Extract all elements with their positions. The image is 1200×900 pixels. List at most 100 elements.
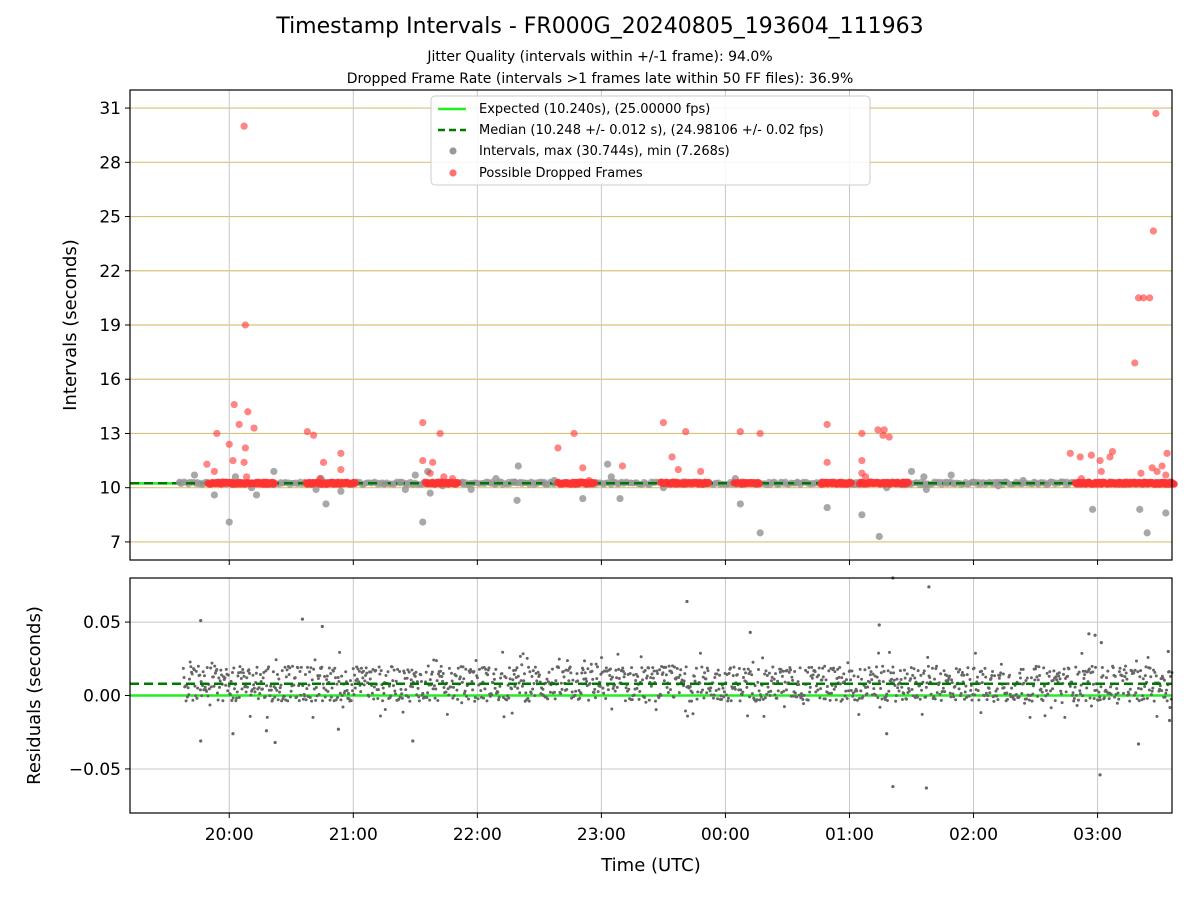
- dropped-frame-point: [1097, 467, 1105, 476]
- residual-point: [998, 673, 1002, 677]
- dropped-frame-point: [213, 429, 221, 438]
- residual-point: [541, 687, 545, 691]
- residual-point: [300, 617, 305, 621]
- residual-point: [428, 698, 432, 702]
- residual-point: [212, 684, 216, 688]
- residual-point: [872, 687, 876, 691]
- residual-point: [1120, 674, 1124, 678]
- residual-point: [517, 681, 521, 685]
- residual-point: [616, 652, 620, 656]
- residual-point: [425, 695, 429, 699]
- residual-point: [1001, 672, 1005, 676]
- residual-point: [303, 694, 307, 698]
- residual-point: [353, 673, 357, 677]
- residual-point: [589, 662, 593, 666]
- residual-point: [1122, 668, 1126, 672]
- residual-point: [818, 696, 822, 700]
- dropped-frame-point: [250, 424, 258, 432]
- residual-point: [379, 669, 383, 673]
- residual-point: [930, 666, 934, 670]
- residual-point: [924, 695, 928, 699]
- residual-point: [269, 688, 273, 692]
- legend-label: Expected (10.240s), (25.00000 fps): [479, 102, 710, 117]
- residual-point: [205, 689, 209, 693]
- dropped-frame-point: [579, 464, 587, 472]
- residual-point: [913, 676, 917, 680]
- residual-point: [877, 679, 881, 683]
- dropped-frame-point: [309, 431, 318, 439]
- residual-point: [735, 673, 739, 677]
- interval-point: [426, 489, 434, 497]
- residual-point: [632, 673, 636, 677]
- residual-point: [929, 692, 933, 696]
- dropped-frame-point: [429, 458, 437, 466]
- residual-point: [875, 675, 879, 679]
- residual-point: [867, 666, 871, 670]
- residual-point: [276, 698, 280, 702]
- residual-point: [337, 679, 341, 683]
- dropped-frame-point: [1106, 453, 1114, 461]
- residual-point: [370, 691, 374, 695]
- dropped-frame-point: [1139, 294, 1148, 302]
- dropped-frame-point: [1077, 475, 1086, 483]
- residual-point: [602, 691, 606, 695]
- residual-point: [622, 675, 626, 679]
- residual-point: [513, 684, 517, 688]
- residual-point: [329, 672, 333, 676]
- residual-point: [1078, 689, 1082, 693]
- residual-point: [910, 687, 914, 691]
- residual-point: [1118, 666, 1122, 670]
- residual-point: [338, 650, 342, 654]
- residual-point: [1025, 676, 1029, 680]
- interval-point: [322, 500, 330, 508]
- residual-point: [1095, 688, 1099, 692]
- dropped-frame-point: [704, 478, 713, 487]
- residual-point: [1124, 664, 1128, 668]
- residual-point: [546, 697, 550, 701]
- residual-point: [362, 683, 366, 687]
- residual-point: [432, 658, 436, 662]
- residual-point: [511, 678, 515, 682]
- residual-point: [365, 671, 369, 675]
- residual-point: [1139, 687, 1143, 691]
- residual-point: [1036, 694, 1040, 698]
- residual-point: [253, 690, 257, 694]
- residual-point: [775, 696, 779, 700]
- y-tick-label: 28: [99, 153, 121, 173]
- residual-point: [293, 676, 297, 680]
- residual-point: [881, 664, 885, 668]
- residual-point: [590, 669, 594, 673]
- dropped-frame-point: [1066, 449, 1074, 457]
- residual-point: [386, 670, 390, 674]
- residual-point: [460, 701, 464, 705]
- residual-point: [765, 674, 769, 678]
- interval-point: [607, 473, 615, 481]
- residual-point: [476, 697, 480, 701]
- residual-point: [287, 672, 291, 676]
- residual-point: [995, 687, 999, 691]
- x-axis-label: Time (UTC): [600, 855, 701, 876]
- residual-point: [557, 657, 561, 661]
- residual-point: [571, 678, 575, 682]
- residual-point: [391, 679, 395, 683]
- residual-point: [746, 714, 750, 718]
- residual-point: [486, 673, 490, 677]
- dropped-frame-point: [351, 479, 359, 487]
- residual-point: [746, 667, 750, 671]
- residual-point: [755, 698, 759, 702]
- residual-point: [1135, 697, 1139, 701]
- residual-point: [1115, 687, 1119, 691]
- dropped-frame-point: [270, 479, 278, 487]
- residual-point: [1071, 691, 1075, 695]
- residual-point: [729, 666, 733, 670]
- residual-point: [484, 667, 488, 671]
- residual-point: [320, 665, 324, 669]
- chart-title: Timestamp Intervals - FR000G_20240805_19…: [276, 14, 924, 39]
- residual-point: [464, 667, 468, 671]
- residual-point: [810, 676, 814, 680]
- residual-point: [1060, 701, 1064, 705]
- residual-point: [976, 689, 980, 693]
- residual-point: [1132, 693, 1136, 697]
- residual-point: [1107, 697, 1111, 701]
- residual-point: [980, 681, 984, 685]
